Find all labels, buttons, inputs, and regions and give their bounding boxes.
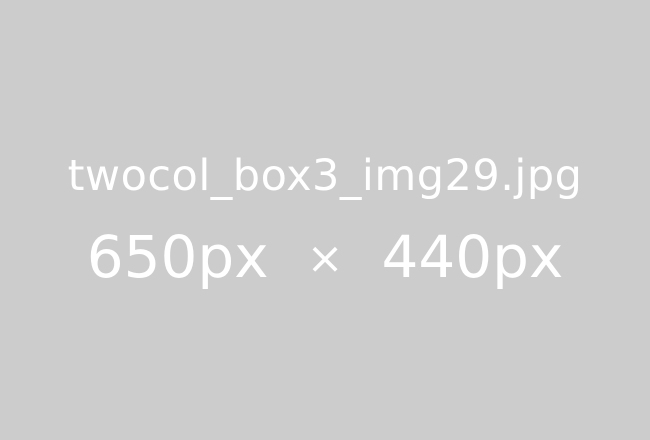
placeholder-filename: twocol_box3_img29.jpg <box>67 151 583 201</box>
placeholder-times-symbol: × <box>306 233 344 284</box>
placeholder-height: 440px <box>381 223 564 291</box>
placeholder-dimensions: 650px × 440px <box>0 222 650 298</box>
placeholder-width: 650px <box>86 223 269 291</box>
